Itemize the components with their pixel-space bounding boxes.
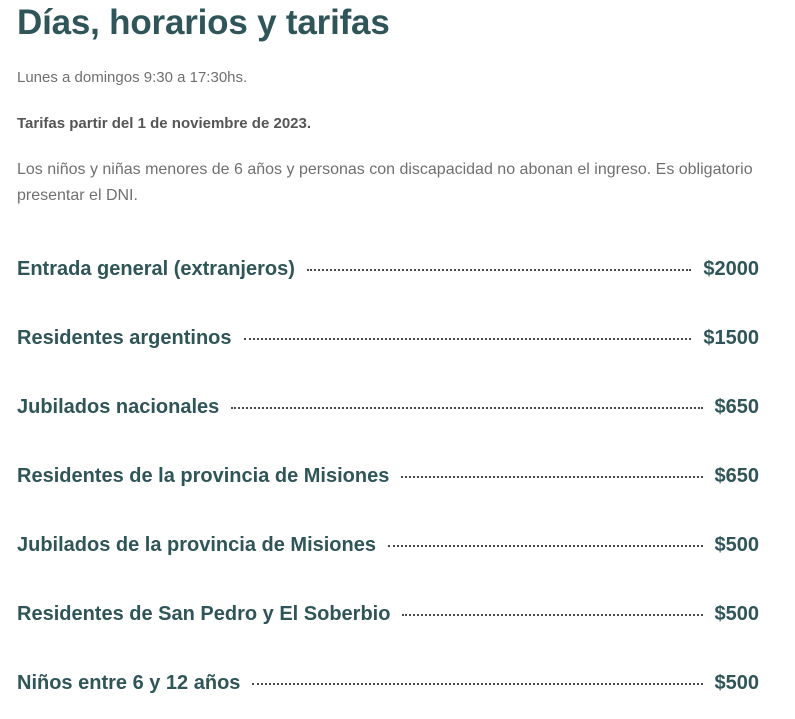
price-row: Residentes argentinos $1500: [17, 325, 759, 351]
price-label: Jubilados nacionales: [17, 395, 220, 418]
price-label: Entrada general (extranjeros): [17, 257, 295, 280]
price-row: Residentes de la provincia de Misiones $…: [17, 463, 759, 489]
price-value: $500: [714, 671, 760, 694]
price-row: Jubilados de la provincia de Misiones $5…: [17, 532, 759, 558]
price-value: $500: [714, 602, 760, 625]
price-row: Jubilados nacionales $650: [17, 394, 759, 420]
dotted-leader: [402, 614, 703, 616]
exemption-note: Los niños y niñas menores de 6 años y pe…: [17, 161, 753, 204]
dotted-leader: [401, 476, 703, 478]
price-value: $2000: [703, 257, 759, 280]
price-label: Residentes de la provincia de Misiones: [17, 464, 390, 487]
price-label: Niños entre 6 y 12 años: [17, 671, 241, 694]
price-value: $1500: [703, 326, 759, 349]
dotted-leader: [252, 683, 703, 685]
price-label: Residentes de San Pedro y El Soberbio: [17, 602, 391, 625]
price-label: Jubilados de la provincia de Misiones: [17, 533, 376, 556]
dotted-leader: [231, 407, 703, 409]
dotted-leader: [387, 545, 703, 547]
dotted-leader: [243, 338, 692, 340]
price-value: $500: [714, 533, 760, 556]
rates-effective-date: Tarifas partir del 1 de noviembre de 202…: [17, 115, 312, 132]
price-row: Entrada general (extranjeros) $2000: [17, 256, 759, 282]
opening-hours: Lunes a domingos 9:30 a 17:30hs.: [17, 69, 248, 86]
price-row: Residentes de San Pedro y El Soberbio $5…: [17, 601, 759, 627]
price-value: $650: [714, 395, 760, 418]
page-title: Días, horarios y tarifas: [17, 3, 390, 42]
price-value: $650: [714, 464, 760, 487]
dotted-leader: [306, 269, 692, 271]
price-label: Residentes argentinos: [17, 326, 232, 349]
price-row: Niños entre 6 y 12 años $500: [17, 670, 759, 696]
